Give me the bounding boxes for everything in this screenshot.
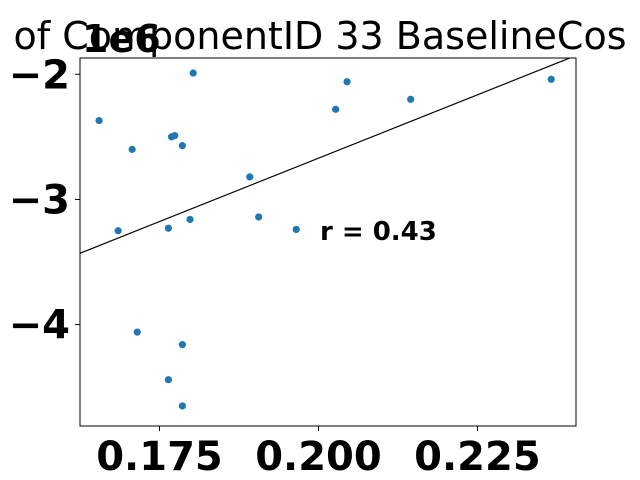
y-tick-label: −4: [9, 303, 70, 349]
y-axis: −2 −3 −4: [9, 52, 80, 349]
data-point-6: [164, 376, 172, 384]
data-point-11: [178, 402, 186, 410]
chart-title: of ComponentID 33 BaselineCos: [14, 14, 627, 58]
data-point-15: [255, 213, 263, 221]
y-tick-label: −3: [9, 177, 70, 223]
x-tick-label: 0.200: [255, 434, 382, 480]
data-point-5: [164, 224, 172, 232]
regression-line: [80, 58, 572, 254]
data-point-12: [186, 215, 194, 224]
correlation-annotation: r = 0.43: [320, 217, 437, 247]
x-axis: 0.175 0.200 0.225: [96, 426, 541, 480]
data-point-13: [189, 69, 197, 77]
data-point-19: [407, 95, 415, 103]
data-point-1: [95, 116, 103, 125]
data-point-17: [332, 105, 340, 113]
data-point-2: [114, 227, 122, 235]
data-point-4: [133, 328, 141, 336]
x-tick-label: 0.175: [96, 434, 223, 480]
axes-frame: [79, 57, 577, 427]
data-point-16: [292, 225, 300, 234]
plot-area: [80, 58, 572, 410]
data-point-10: [178, 341, 186, 349]
data-point-18: [343, 78, 351, 86]
data-point-9: [178, 142, 186, 150]
data-point-20: [547, 75, 555, 83]
data-point-14: [246, 173, 254, 181]
y-offset-label: 1e6: [82, 17, 161, 61]
y-tick-label: −2: [9, 52, 70, 98]
data-point-3: [128, 145, 136, 153]
data-point-8: [171, 132, 179, 140]
x-tick-label: 0.225: [414, 434, 541, 480]
